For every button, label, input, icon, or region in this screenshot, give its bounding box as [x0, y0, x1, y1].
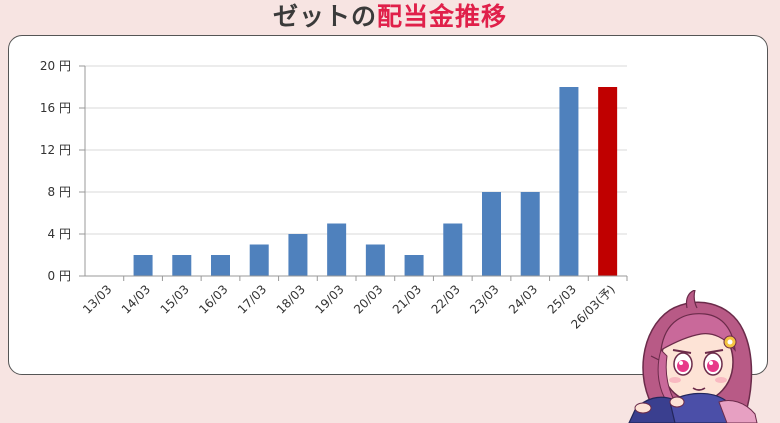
x-tick-label-23/03: 23/03	[467, 282, 501, 316]
bars	[133, 87, 618, 276]
x-tick-label-17/03: 17/03	[235, 282, 269, 316]
x-axis-ticks: 13/03 14/03 15/03 16/03 17/03 18/03 19/03 20/03…	[80, 282, 618, 331]
bar-19/03	[327, 223, 347, 276]
bar-21/03	[404, 255, 424, 276]
x-tick-label-15/03: 15/03	[158, 282, 192, 316]
x-tick-label-24/03: 24/03	[506, 282, 540, 316]
bar-14/03	[133, 255, 153, 276]
x-tick-label-21/03: 21/03	[390, 282, 424, 316]
x-tick-label-22/03: 22/03	[429, 282, 463, 316]
y-axis-ticks: 0 円 4 円 8 円 12 円 16 円 20 円	[40, 59, 85, 283]
bar-17/03	[249, 244, 269, 276]
title-prefix: ゼットの	[272, 2, 377, 31]
bar-26/03(予)	[598, 87, 618, 276]
x-tick-label-19/03: 19/03	[312, 282, 346, 316]
x-tick-label-14/03: 14/03	[119, 282, 153, 316]
x-tick-label-18/03: 18/03	[274, 282, 308, 316]
bar-20/03	[365, 244, 385, 276]
bar-24/03	[520, 192, 540, 276]
bar-25/03	[559, 87, 579, 276]
page-title: ゼットの配当金推移	[0, 0, 780, 34]
bar-23/03	[482, 192, 501, 276]
y-tick-label-1: 4 円	[48, 227, 71, 241]
x-tick-label-16/03: 16/03	[196, 282, 230, 316]
y-tick-label-2: 8 円	[48, 185, 71, 199]
bar-22/03	[443, 223, 463, 276]
y-tick-label-3: 12 円	[40, 143, 71, 157]
bar-16/03	[211, 255, 230, 276]
title-accent: 配当金推移	[377, 2, 508, 31]
x-tick-label-25/03: 25/03	[545, 282, 579, 316]
y-tick-label-5: 20 円	[40, 59, 71, 73]
x-tick-label-20/03: 20/03	[351, 282, 385, 316]
bar-15/03	[172, 255, 192, 276]
chart-card	[8, 35, 768, 375]
bar-18/03	[288, 234, 308, 276]
y-tick-label-0: 0 円	[48, 269, 71, 283]
girl-mascot-icon	[628, 290, 758, 423]
x-tick-label-13/03: 13/03	[80, 282, 114, 316]
y-tick-label-4: 16 円	[40, 101, 71, 115]
axes	[84, 66, 628, 281]
grid-lines	[85, 65, 627, 277]
